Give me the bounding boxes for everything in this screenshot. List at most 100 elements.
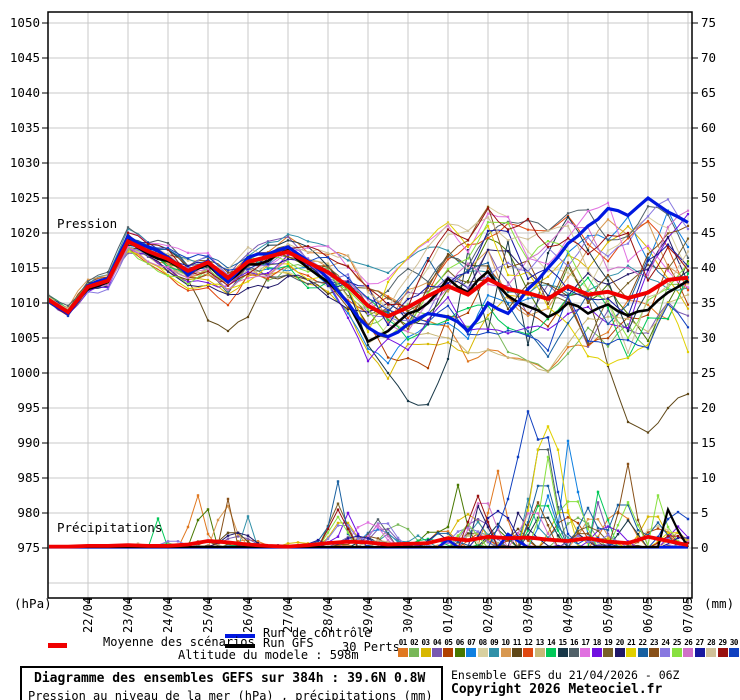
svg-text:40: 40 (701, 260, 716, 275)
copyright-label: Copyright 2026 Meteociel.fr (451, 682, 663, 697)
model-altitude-label: Altitude du modele : 598m (178, 648, 359, 662)
svg-text:25: 25 (701, 365, 716, 380)
svg-text:23/04: 23/04 (121, 597, 135, 633)
pert-color-swatch (694, 648, 705, 657)
svg-text:Pression: Pression (57, 216, 117, 231)
svg-text:26/04: 26/04 (241, 597, 255, 633)
svg-text:1005: 1005 (10, 330, 40, 345)
pert-number: 08 (478, 638, 488, 647)
svg-text:50: 50 (701, 190, 716, 205)
pert-legend-item: 05 (443, 638, 454, 657)
gfs-line-swatch (225, 644, 255, 648)
svg-text:1040: 1040 (10, 85, 40, 100)
left-unit-label: (hPa) (14, 596, 52, 611)
pert-color-swatch (443, 648, 454, 657)
pert-number: 05 (444, 638, 453, 647)
pert-legend-item: 28 (705, 638, 717, 657)
svg-text:0: 0 (701, 540, 709, 555)
svg-text:1020: 1020 (10, 225, 40, 240)
perturbations-legend: 01 02 03 04 05 06 07 08 09 10 11 12 13 14 15 16 17 18 19 20… (397, 638, 740, 657)
pert-legend-item: 23 (648, 638, 659, 657)
pert-number: 26 (684, 638, 693, 647)
svg-text:05/05: 05/05 (601, 597, 615, 633)
pert-legend-item: 13 (534, 638, 545, 657)
pert-color-swatch (431, 648, 442, 657)
pert-color-swatch (614, 648, 625, 657)
svg-text:1050: 1050 (10, 15, 40, 30)
pert-color-swatch (409, 648, 420, 657)
svg-text:35: 35 (701, 295, 716, 310)
pert-legend-item: 09 (488, 638, 500, 657)
svg-text:70: 70 (701, 50, 716, 65)
svg-text:1030: 1030 (10, 155, 40, 170)
pert-color-swatch (626, 648, 637, 657)
pert-number: 12 (524, 638, 533, 647)
svg-text:975: 975 (17, 540, 40, 555)
pert-legend-item: 27 (694, 638, 705, 657)
svg-text:980: 980 (17, 505, 40, 520)
pert-legend-item: 30 (728, 638, 739, 657)
pert-legend-item: 15 (557, 638, 568, 657)
right-unit-label: (mm) (704, 596, 734, 611)
pert-number: 06 (455, 638, 465, 647)
pert-legend-item: 21 (625, 638, 637, 657)
svg-text:29/04: 29/04 (361, 597, 375, 633)
legend-control-label: Run de contrôle (263, 626, 372, 640)
pert-color-swatch (706, 648, 717, 657)
svg-text:65: 65 (701, 85, 716, 100)
svg-text:01/05: 01/05 (441, 597, 455, 633)
svg-text:02/05: 02/05 (481, 597, 495, 633)
pert-number: 23 (649, 638, 659, 647)
svg-text:30/04: 30/04 (401, 597, 415, 633)
pert-legend-item: 16 (568, 638, 580, 657)
pert-number: 14 (547, 638, 556, 647)
ensemble-chart: 9759809859909951000100510101015102010251… (10, 11, 734, 633)
pert-number: 04 (432, 638, 442, 647)
svg-text:25/04: 25/04 (201, 597, 215, 633)
svg-text:1045: 1045 (10, 50, 40, 65)
pert-number: 01 (398, 638, 408, 647)
pert-legend-item: 25 (671, 638, 682, 657)
pert-number: 15 (558, 638, 568, 647)
pert-legend-item: 11 (511, 638, 522, 657)
pert-color-swatch (648, 648, 659, 657)
pert-number: 21 (627, 638, 636, 647)
svg-text:1015: 1015 (10, 260, 40, 275)
pert-legend-item: 06 (454, 638, 465, 657)
pert-color-swatch (466, 648, 477, 657)
pert-color-swatch (546, 648, 557, 657)
precip-area-label: Précipitations (57, 520, 162, 535)
pert-color-swatch (420, 648, 431, 657)
pert-color-swatch (523, 648, 534, 657)
svg-text:06/05: 06/05 (641, 597, 655, 633)
svg-text:04/05: 04/05 (561, 597, 575, 633)
plot-series (49, 195, 690, 550)
pert-number: 03 (421, 638, 431, 647)
svg-text:75: 75 (701, 15, 716, 30)
pert-number: 27 (695, 638, 705, 647)
pert-color-swatch (671, 648, 682, 657)
svg-text:985: 985 (17, 470, 40, 485)
diagram-title: Diagramme des ensembles GEFS sur 384h : … (34, 671, 426, 686)
pert-number: 07 (467, 638, 476, 647)
pert-legend-item: 03 (420, 638, 431, 657)
pert-number: 17 (581, 638, 590, 647)
pert-legend-item: 17 (580, 638, 591, 657)
svg-text:(hPa): (hPa) (14, 596, 52, 611)
svg-text:22/04: 22/04 (81, 597, 95, 633)
svg-text:15: 15 (701, 435, 716, 450)
pert-legend-item: 22 (637, 638, 648, 657)
pert-number: 22 (638, 638, 648, 647)
pert-legend-item: 08 (477, 638, 488, 657)
pert-number: 19 (604, 638, 613, 647)
svg-text:990: 990 (17, 435, 40, 450)
pert-color-swatch (489, 648, 500, 657)
pert-number: 30 (729, 638, 739, 647)
pert-color-swatch (717, 648, 728, 657)
pert-legend-item: 26 (683, 638, 694, 657)
pert-legend-item: 20 (614, 638, 625, 657)
pert-number: 25 (672, 638, 682, 647)
y-axis-right-labels: 0 5 10 15 20 25 30 35 40 45 50 55 60 65 70 75 (701, 15, 716, 555)
pert-legend-item: 04 (431, 638, 442, 657)
